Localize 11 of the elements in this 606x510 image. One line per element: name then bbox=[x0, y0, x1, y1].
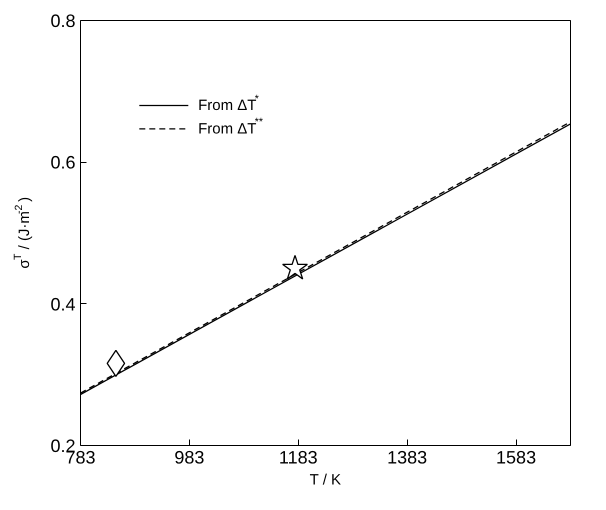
x-tick-label: 1583 bbox=[496, 448, 536, 468]
x-tick-label: 983 bbox=[174, 448, 204, 468]
legend-label: From ΔT* bbox=[198, 92, 259, 114]
y-tick-label: 0.6 bbox=[50, 152, 76, 173]
y-tick-label: 0.8 bbox=[50, 11, 76, 31]
y-tick-label: 0.4 bbox=[50, 294, 76, 314]
y-axis-title: σT / (J·m-2) bbox=[12, 196, 33, 269]
legend-label: From ΔT** bbox=[198, 116, 263, 138]
x-tick-label: 1183 bbox=[278, 448, 318, 468]
x-axis-title: T / K bbox=[310, 472, 342, 488]
x-tick-label: 1383 bbox=[387, 448, 428, 468]
